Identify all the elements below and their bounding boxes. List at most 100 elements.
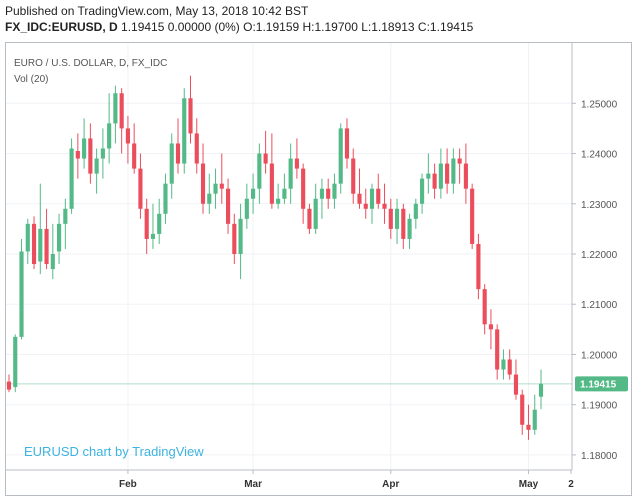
candle xyxy=(432,163,437,199)
candle-body xyxy=(107,123,112,149)
candle-body xyxy=(175,143,181,164)
candle-body xyxy=(163,183,168,214)
candle-body xyxy=(169,143,174,184)
candle xyxy=(426,153,431,194)
candle xyxy=(388,198,393,239)
candle xyxy=(532,394,537,435)
candle xyxy=(238,203,243,280)
candle xyxy=(182,88,187,174)
candle-body xyxy=(319,188,325,199)
candle-body xyxy=(13,336,18,388)
candle-body xyxy=(463,163,468,189)
candle-body xyxy=(495,329,500,370)
candle-body xyxy=(388,208,393,229)
candle xyxy=(326,178,331,209)
candle xyxy=(119,88,124,154)
time-axis[interactable]: Feb Mar Apr May 2 xyxy=(6,469,574,490)
published-info: Published on TradingView.com, May 13, 20… xyxy=(5,4,309,18)
candle xyxy=(125,115,130,164)
candle-body xyxy=(113,93,118,124)
candle xyxy=(319,178,325,219)
candle-body xyxy=(25,223,30,252)
candle xyxy=(19,238,24,340)
candle-body xyxy=(157,213,162,234)
candle-body xyxy=(263,153,268,164)
candle-body xyxy=(394,208,400,229)
candle-body xyxy=(470,188,475,244)
candle-body xyxy=(426,173,431,179)
grid-lines xyxy=(6,43,572,470)
candle xyxy=(369,183,375,224)
candle-body xyxy=(520,394,525,425)
candle-body xyxy=(332,183,337,199)
chart-frame[interactable] xyxy=(5,42,632,496)
candle xyxy=(407,213,412,249)
candle-body xyxy=(538,383,544,397)
candle-body xyxy=(457,158,462,164)
candle xyxy=(219,153,224,204)
candle xyxy=(301,163,306,224)
y-tick-label: 1.20000 xyxy=(581,350,618,361)
candle-body xyxy=(401,208,406,239)
candle-body xyxy=(94,158,99,174)
ohlc-values: 1.19415 0.00000 (0%) O:1.19159 H:1.19700… xyxy=(121,20,474,34)
candle xyxy=(276,183,281,209)
candle xyxy=(213,168,218,209)
candle xyxy=(107,93,112,164)
candle xyxy=(194,118,199,174)
candle xyxy=(513,359,519,400)
candle xyxy=(69,138,74,214)
candle-body xyxy=(244,198,249,219)
y-tick-label: 1.19000 xyxy=(581,401,618,412)
candle-body xyxy=(150,233,156,239)
legend-title: EURO / U.S. DOLLAR, D, FX_IDC xyxy=(14,58,167,69)
candle xyxy=(75,133,80,179)
candle xyxy=(495,324,500,380)
candle-body xyxy=(232,223,237,254)
candle-body xyxy=(294,158,299,169)
candle-body xyxy=(138,168,143,209)
candle xyxy=(94,148,99,194)
candle-body xyxy=(357,193,362,204)
candle xyxy=(169,133,174,199)
candle-body xyxy=(407,218,412,239)
y-tick-label: 1.24000 xyxy=(581,150,618,161)
candle-body xyxy=(269,163,274,204)
candle-body xyxy=(420,178,425,204)
price-axis[interactable]: 1.25000 1.24000 1.23000 1.22000 1.21000 1.200… xyxy=(571,43,618,470)
candle-body xyxy=(413,203,418,219)
candle xyxy=(13,334,18,393)
candle-body xyxy=(132,143,137,169)
candle-body xyxy=(432,173,437,189)
candle xyxy=(438,148,443,199)
x-tick-label: 2 xyxy=(568,479,574,490)
candle-body xyxy=(351,158,356,194)
candle xyxy=(138,153,143,219)
symbol-name: FX_IDC:EURUSD, D xyxy=(5,20,118,34)
y-tick-label: 1.21000 xyxy=(581,300,618,311)
candle xyxy=(113,85,118,144)
candle xyxy=(144,198,149,254)
candle xyxy=(269,133,274,209)
candle-body xyxy=(307,208,312,229)
candle xyxy=(31,216,37,270)
candle-body xyxy=(219,183,224,189)
candle xyxy=(100,128,105,179)
candle xyxy=(338,123,343,194)
candle xyxy=(232,213,237,265)
candle xyxy=(501,349,506,380)
candle-body xyxy=(225,188,231,224)
candle xyxy=(63,198,68,249)
candle xyxy=(175,118,181,174)
x-tick-label: May xyxy=(519,479,539,490)
candle-body xyxy=(38,228,43,262)
candle-body xyxy=(213,183,218,194)
candle-body xyxy=(57,223,62,252)
candle xyxy=(463,143,468,204)
candle-body xyxy=(125,128,130,144)
candle xyxy=(225,178,231,234)
candle-body xyxy=(194,133,199,164)
candle xyxy=(57,213,62,265)
watermark: EURUSD chart by TradingView xyxy=(24,444,204,459)
